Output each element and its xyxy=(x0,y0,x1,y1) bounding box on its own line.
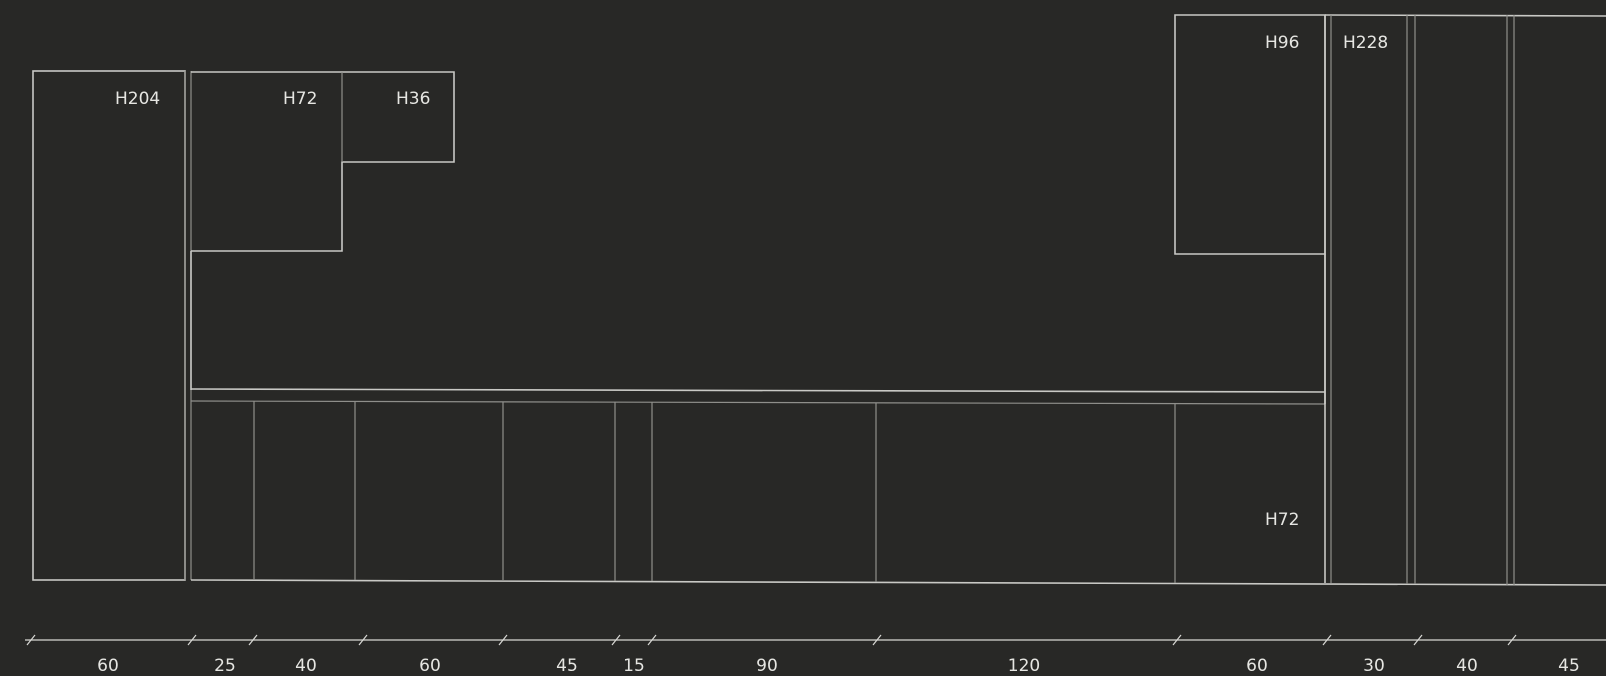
dimension-45-a: 45 xyxy=(556,656,578,676)
dimension-90: 90 xyxy=(756,656,778,676)
dimension-120: 120 xyxy=(1008,656,1040,676)
dimension-40-b: 40 xyxy=(1456,656,1478,676)
dimension-15: 15 xyxy=(623,656,645,676)
dimension-tick xyxy=(26,634,36,646)
dimension-tick xyxy=(248,634,258,646)
upper-cabinet-right xyxy=(1174,14,1326,255)
label-upper-left-72: H72 xyxy=(283,89,317,109)
dimension-60-b: 60 xyxy=(419,656,441,676)
label-base-right-72: H72 xyxy=(1265,510,1299,530)
countertop-top xyxy=(190,388,1326,393)
dimension-tick xyxy=(1322,634,1332,646)
dimension-45-b: 45 xyxy=(1558,656,1580,676)
countertop-bottom xyxy=(190,400,1326,405)
upper-cabinet-left-outline xyxy=(191,71,455,252)
dimension-30: 30 xyxy=(1363,656,1385,676)
dimension-tick xyxy=(611,634,621,646)
dimension-tick xyxy=(1172,634,1182,646)
dimension-tick xyxy=(358,634,368,646)
label-tall-right: H228 xyxy=(1343,33,1388,53)
dimension-40-a: 40 xyxy=(295,656,317,676)
label-upper-right-96: H96 xyxy=(1265,33,1299,53)
dimension-60-a: 60 xyxy=(97,656,119,676)
dimension-tick xyxy=(647,634,657,646)
dimension-25: 25 xyxy=(214,656,236,676)
dimension-tick xyxy=(1413,634,1423,646)
dimension-tick xyxy=(1507,634,1517,646)
dimension-tick xyxy=(187,634,197,646)
dimension-ticks xyxy=(26,634,1517,646)
dimension-tick xyxy=(872,634,882,646)
dimension-tick xyxy=(498,634,508,646)
tall-cabinet-left xyxy=(32,70,186,581)
base-cabinets-bottom xyxy=(190,579,1606,586)
tall-right-top xyxy=(1324,14,1606,17)
dimension-60-c: 60 xyxy=(1246,656,1268,676)
label-tall-left: H204 xyxy=(115,89,160,109)
label-upper-left-36: H36 xyxy=(396,89,430,109)
